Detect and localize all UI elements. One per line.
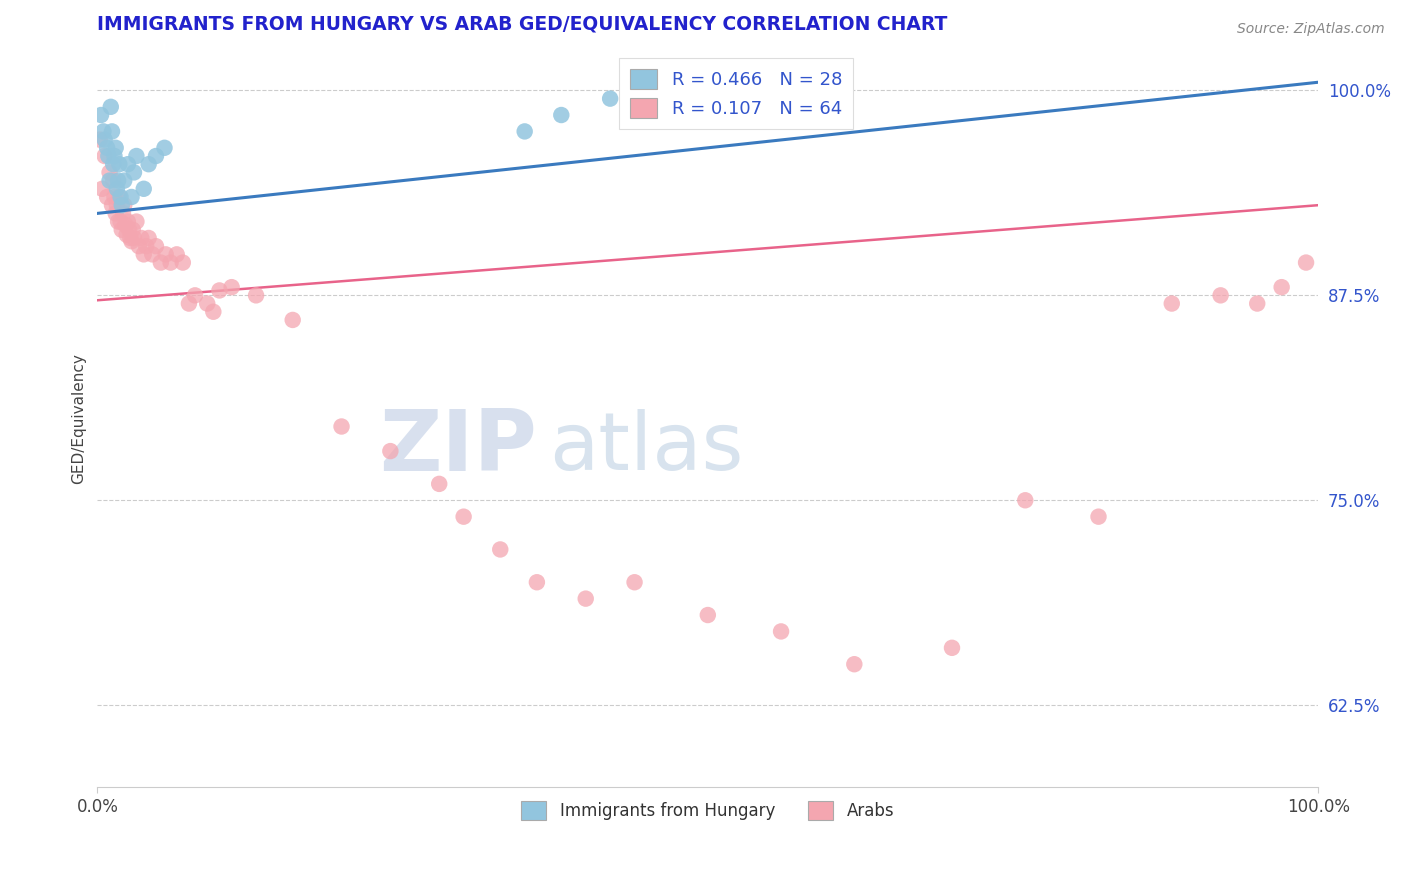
Point — [245, 288, 267, 302]
Point — [623, 575, 645, 590]
Point — [111, 223, 134, 237]
Point — [122, 165, 145, 179]
Point — [138, 157, 160, 171]
Point — [202, 304, 225, 318]
Point — [105, 198, 128, 212]
Point — [103, 157, 125, 171]
Point — [101, 124, 124, 138]
Point — [93, 133, 115, 147]
Point — [117, 157, 139, 171]
Point — [104, 141, 127, 155]
Point — [281, 313, 304, 327]
Point — [120, 231, 142, 245]
Point — [118, 223, 141, 237]
Point — [131, 231, 153, 245]
Point — [427, 476, 450, 491]
Point — [1087, 509, 1109, 524]
Text: atlas: atlas — [550, 409, 744, 487]
Point — [125, 149, 148, 163]
Point — [105, 182, 128, 196]
Text: Source: ZipAtlas.com: Source: ZipAtlas.com — [1237, 22, 1385, 37]
Point — [100, 100, 122, 114]
Point — [111, 206, 134, 220]
Point — [1271, 280, 1294, 294]
Point — [696, 607, 718, 622]
Point — [221, 280, 243, 294]
Point — [149, 255, 172, 269]
Point — [513, 124, 536, 138]
Point — [575, 591, 598, 606]
Point — [844, 657, 866, 672]
Point — [599, 92, 621, 106]
Point — [101, 198, 124, 212]
Point — [96, 190, 118, 204]
Point — [1014, 493, 1036, 508]
Point — [159, 255, 181, 269]
Point — [770, 624, 793, 639]
Point — [145, 149, 167, 163]
Point — [98, 173, 121, 187]
Point — [93, 149, 115, 163]
Point — [112, 198, 135, 212]
Point — [941, 640, 963, 655]
Point — [107, 214, 129, 228]
Point — [138, 231, 160, 245]
Point — [135, 239, 157, 253]
Point — [125, 214, 148, 228]
Text: IMMIGRANTS FROM HUNGARY VS ARAB GED/EQUIVALENCY CORRELATION CHART: IMMIGRANTS FROM HUNGARY VS ARAB GED/EQUI… — [97, 15, 948, 34]
Text: ZIP: ZIP — [380, 407, 537, 490]
Point — [132, 182, 155, 196]
Point — [330, 419, 353, 434]
Point — [89, 133, 111, 147]
Y-axis label: GED/Equivalency: GED/Equivalency — [72, 353, 86, 483]
Point — [90, 108, 112, 122]
Point — [1295, 255, 1317, 269]
Point — [115, 227, 138, 242]
Point — [166, 247, 188, 261]
Point — [98, 165, 121, 179]
Point — [108, 190, 131, 204]
Point — [110, 190, 132, 204]
Point — [453, 509, 475, 524]
Point — [208, 284, 231, 298]
Point — [117, 214, 139, 228]
Point — [1246, 296, 1268, 310]
Point — [128, 239, 150, 253]
Point — [121, 234, 143, 248]
Point — [122, 231, 145, 245]
Point — [111, 198, 134, 212]
Point — [91, 182, 114, 196]
Point — [184, 288, 207, 302]
Point — [93, 124, 115, 138]
Point — [153, 141, 176, 155]
Point — [380, 444, 402, 458]
Point — [103, 190, 125, 204]
Point — [141, 247, 163, 261]
Point — [526, 575, 548, 590]
Point — [489, 542, 512, 557]
Point — [155, 247, 177, 261]
Point — [132, 247, 155, 261]
Point — [107, 173, 129, 187]
Point — [112, 173, 135, 187]
Point — [108, 157, 131, 171]
Point — [145, 239, 167, 253]
Point — [103, 149, 125, 163]
Point — [103, 173, 125, 187]
Legend: Immigrants from Hungary, Arabs: Immigrants from Hungary, Arabs — [515, 795, 901, 827]
Point — [121, 190, 143, 204]
Point — [177, 296, 200, 310]
Point — [195, 296, 218, 310]
Point — [172, 255, 194, 269]
Point — [114, 218, 136, 232]
Point — [97, 149, 120, 163]
Point — [110, 214, 132, 228]
Point — [96, 141, 118, 155]
Point — [104, 206, 127, 220]
Point — [121, 223, 143, 237]
Point — [1209, 288, 1232, 302]
Point — [550, 108, 572, 122]
Point — [1160, 296, 1182, 310]
